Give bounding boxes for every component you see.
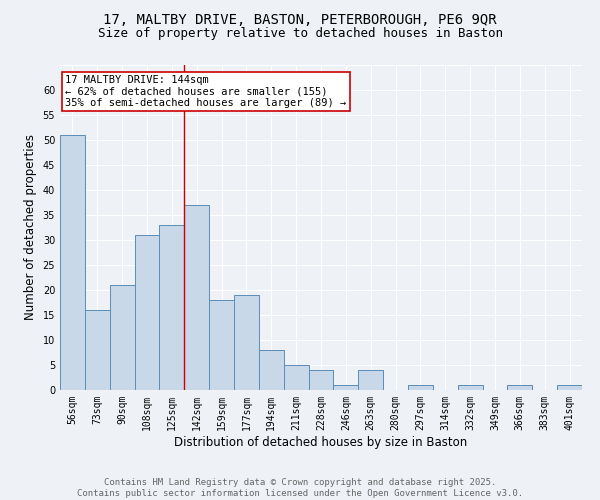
Bar [308, 370, 334, 390]
Bar [184, 205, 209, 390]
Bar [60, 135, 85, 390]
Bar [259, 350, 284, 390]
Bar [358, 370, 383, 390]
Text: 17 MALTBY DRIVE: 144sqm
← 62% of detached houses are smaller (155)
35% of semi-d: 17 MALTBY DRIVE: 144sqm ← 62% of detache… [65, 74, 346, 108]
Bar [458, 385, 482, 390]
Y-axis label: Number of detached properties: Number of detached properties [24, 134, 37, 320]
Text: 17, MALTBY DRIVE, BASTON, PETERBOROUGH, PE6 9QR: 17, MALTBY DRIVE, BASTON, PETERBOROUGH, … [103, 12, 497, 26]
X-axis label: Distribution of detached houses by size in Baston: Distribution of detached houses by size … [175, 436, 467, 448]
Bar [134, 235, 160, 390]
Bar [110, 285, 134, 390]
Text: Contains HM Land Registry data © Crown copyright and database right 2025.
Contai: Contains HM Land Registry data © Crown c… [77, 478, 523, 498]
Bar [234, 295, 259, 390]
Bar [209, 300, 234, 390]
Bar [160, 225, 184, 390]
Bar [508, 385, 532, 390]
Bar [284, 365, 308, 390]
Bar [85, 310, 110, 390]
Bar [408, 385, 433, 390]
Text: Size of property relative to detached houses in Baston: Size of property relative to detached ho… [97, 28, 503, 40]
Bar [557, 385, 582, 390]
Bar [334, 385, 358, 390]
